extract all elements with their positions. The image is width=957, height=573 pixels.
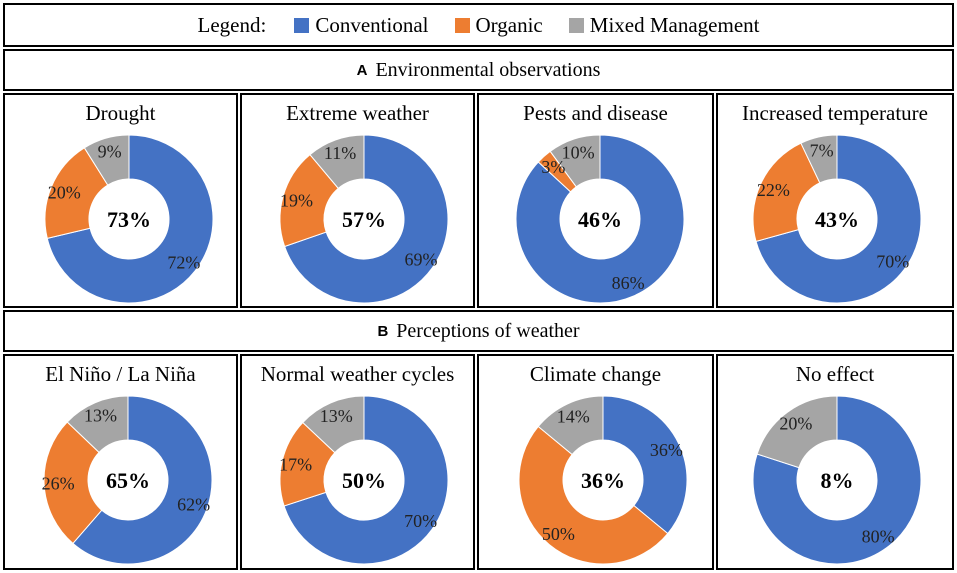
slice-label-conventional-no-effect: 80% <box>862 527 895 547</box>
donut-chart-climate-change: 36% 50% 14% 36% <box>518 395 688 565</box>
chart-title-increased-temperature: Increased temperature <box>742 101 928 125</box>
slice-label-mixed-el-ni-o-la-ni-a: 13% <box>84 406 117 426</box>
slice-label-organic-increased-temperature: 22% <box>757 180 790 200</box>
legend-swatch-conventional <box>294 17 310 33</box>
legend: Legend: Conventional Organic Mixed Manag… <box>3 3 954 47</box>
chart-panel-climate-change: Climate change 36% 50% 14% 36% <box>477 354 714 570</box>
slice-label-conventional-pests-and-disease: 86% <box>612 273 645 293</box>
slice-mixed-pests-and-disease <box>549 134 601 188</box>
slice-mixed-el-ni-o-la-ni-a <box>66 395 129 454</box>
slice-label-organic-normal-weather-cycles: 17% <box>279 455 312 475</box>
chart-title-pests-disease: Pests and disease <box>523 101 668 125</box>
slice-label-conventional-climate-change: 36% <box>650 440 683 460</box>
slice-label-conventional-extreme-weather: 69% <box>405 250 438 270</box>
donut-chart-el-nino: 62% 26% 13% 65% <box>42 395 213 565</box>
legend-swatch-mixed <box>568 17 584 33</box>
donut-chart-extreme-weather: 69% 19% 11% 57% <box>279 134 449 304</box>
center-value-drought: 73% <box>107 207 151 232</box>
slice-label-mixed-drought: 9% <box>98 142 122 162</box>
section-a-title: Environmental observations <box>375 58 601 81</box>
legend-label-mixed: Mixed Management <box>589 12 760 37</box>
center-value-el-ni-o-la-ni-a: 65% <box>106 468 150 493</box>
legend-swatch-organic <box>454 17 470 33</box>
slice-mixed-normal-weather-cycles <box>302 395 365 454</box>
slice-conventional-climate-change <box>602 395 688 535</box>
legend-title: Legend: <box>197 12 267 37</box>
chart-title-drought: Drought <box>85 101 156 125</box>
slice-label-conventional-normal-weather-cycles: 70% <box>404 511 437 531</box>
slice-label-conventional-el-ni-o-la-ni-a: 62% <box>177 495 210 515</box>
slice-label-mixed-pests-and-disease: 10% <box>562 142 595 162</box>
slice-label-mixed-normal-weather-cycles: 13% <box>320 406 353 426</box>
slice-label-mixed-no-effect: 20% <box>779 413 812 433</box>
chart-title-climate-change: Climate change <box>529 362 662 386</box>
slice-mixed-climate-change <box>537 395 604 456</box>
donut-chart-pests-disease: 86% 3%10% 46% <box>515 134 685 304</box>
slice-mixed-no-effect <box>756 395 838 469</box>
legend-label-organic: Organic <box>475 12 543 37</box>
section-b-header: B Perceptions of weather <box>3 310 954 352</box>
section-a-header: A Environmental observations <box>3 49 954 91</box>
donut-chart-increased-temperature: 70% 22% 7% 43% <box>752 134 922 304</box>
chart-panel-no-effect: No effect 80% 20% 8% <box>716 354 954 570</box>
slice-mixed-drought <box>83 134 130 186</box>
slice-label-organic-drought: 20% <box>48 182 81 202</box>
slice-conventional-normal-weather-cycles <box>283 395 449 565</box>
slice-label-mixed-extreme-weather: 11% <box>324 143 356 163</box>
slice-conventional-drought <box>46 134 214 304</box>
slice-organic-el-ni-o-la-ni-a <box>43 421 103 545</box>
section-b-title: Perceptions of weather <box>396 319 580 342</box>
slice-label-organic-climate-change: 50% <box>542 524 575 544</box>
donut-chart-drought: 72% 20% 9% 73% <box>44 134 214 304</box>
center-value-normal-weather-cycles: 50% <box>342 468 386 493</box>
section-a-letter: A <box>356 61 368 79</box>
chart-panel-increased-temperature: Increased temperature 70% 22% 7% 43% <box>716 93 954 308</box>
slice-conventional-el-ni-o-la-ni-a <box>72 395 213 565</box>
slice-label-organic-el-ni-o-la-ni-a: 26% <box>42 473 75 493</box>
slice-conventional-increased-temperature <box>755 134 922 304</box>
chart-panel-el-nino: El Niño / La Niña 62% 26% 13% 65% <box>3 354 238 570</box>
slice-label-organic-pests-and-disease: 3% <box>541 157 565 177</box>
donut-chart-normal-weather-cycles: 70% 17% 13% 50% <box>279 395 449 565</box>
chart-panel-pests-disease: Pests and disease 86% 3% 10% 46% <box>477 93 714 308</box>
center-value-increased-temperature: 43% <box>815 207 859 232</box>
slice-conventional-no-effect <box>752 395 922 565</box>
center-value-climate-change: 36% <box>581 468 625 493</box>
slice-label-organic-extreme-weather: 19% <box>280 190 313 210</box>
slice-mixed-increased-temperature <box>800 134 838 184</box>
chart-title-no-effect: No effect <box>795 362 875 386</box>
legend-item-organic: Organic <box>454 12 543 38</box>
slice-conventional-pests-and-disease <box>515 134 685 304</box>
legend-item-mixed: Mixed Management <box>568 12 760 38</box>
slice-label-mixed-climate-change: 14% <box>557 407 590 427</box>
legend-label-conventional: Conventional <box>315 12 429 37</box>
slice-conventional-extreme-weather <box>283 134 449 304</box>
chart-panel-drought: Drought 72% 20% 9% 73% <box>3 93 238 308</box>
donut-chart-no-effect: 80% 20% 8% <box>752 395 922 565</box>
center-value-pests-and-disease: 46% <box>578 207 622 232</box>
center-value-no-effect: 8% <box>821 468 854 493</box>
center-value-extreme-weather: 57% <box>342 207 386 232</box>
slice-label-conventional-increased-temperature: 70% <box>876 251 909 271</box>
chart-title-el-nino: El Niño / La Niña <box>45 362 196 386</box>
chart-panel-extreme-weather: Extreme weather 69% 19% 11% 57% <box>240 93 475 308</box>
slice-organic-increased-temperature <box>752 142 821 242</box>
slice-mixed-extreme-weather <box>309 134 365 190</box>
slice-label-mixed-increased-temperature: 7% <box>810 141 834 161</box>
slice-organic-climate-change <box>518 425 669 565</box>
chart-title-extreme-weather: Extreme weather <box>286 101 429 125</box>
legend-item-conventional: Conventional <box>294 12 429 38</box>
slice-label-conventional-drought: 72% <box>167 252 200 272</box>
section-b-letter: B <box>377 322 389 340</box>
chart-panel-normal-weather-cycles: Normal weather cycles 70% 17% 13% 50% <box>240 354 475 570</box>
chart-title-normal-weather-cycles: Normal weather cycles <box>260 362 455 386</box>
